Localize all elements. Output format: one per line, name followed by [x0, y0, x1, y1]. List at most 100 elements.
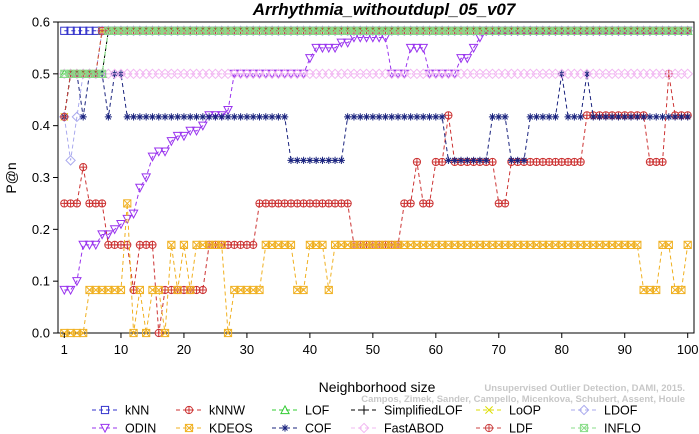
point-cof [640, 113, 648, 121]
x-tick-label: 40 [303, 342, 317, 357]
point-odin [134, 183, 145, 194]
y-tick-label: 0.4 [32, 118, 50, 133]
y-tick-label: 0.2 [32, 222, 50, 237]
legend-label-simplifiedlof: SimplifiedLOF [384, 404, 463, 418]
legend-marker-ldof [578, 404, 590, 416]
point-cof [318, 156, 327, 164]
point-cof [621, 113, 629, 121]
point-knnw [123, 240, 132, 249]
point-odin [122, 214, 133, 225]
point-knnw [500, 199, 510, 208]
x-axis-label: Neighborhood size [319, 379, 436, 395]
point-odin [84, 240, 95, 251]
series-line-inflo [64, 30, 688, 75]
legend-label-ldf: LDF [509, 422, 533, 434]
point-cof [237, 113, 245, 121]
point-odin [147, 152, 158, 162]
point-odin [462, 54, 473, 64]
legend-item-fastabod: FastABOD [351, 422, 444, 434]
point-knn [79, 26, 88, 35]
point-odin [141, 173, 152, 183]
point-cof [495, 113, 503, 121]
point-knnw [97, 199, 107, 208]
legend-label-knnw: kNNW [209, 404, 245, 418]
point-odin [210, 111, 221, 121]
point-cof [413, 113, 421, 121]
legend-marker-loop [485, 406, 493, 414]
point-cof [274, 113, 282, 121]
attribution-line-1: Unsupervised Outlier Detection, DAMI, 20… [484, 383, 685, 394]
point-cof [583, 70, 591, 78]
legend-label-kdeos: KDEOS [209, 422, 253, 434]
point-kdeos [664, 240, 673, 249]
point-cof [658, 113, 667, 121]
point-cof [350, 113, 358, 121]
point-cof [211, 113, 220, 121]
point-odin [223, 106, 233, 116]
point-cof [218, 113, 226, 121]
point-odin [65, 285, 76, 296]
point-cof [174, 113, 182, 121]
point-cof [293, 156, 301, 164]
point-knnw [72, 199, 81, 208]
point-cof [627, 113, 635, 121]
point-cof [375, 113, 383, 121]
point-cof [123, 113, 131, 121]
legend-label-inflo: INFLO [604, 422, 641, 434]
legend-marker-knn [100, 405, 110, 415]
legend-label-cof: COF [305, 422, 332, 434]
point-cof [545, 113, 553, 121]
point-odin [204, 111, 215, 121]
legend-label-lof: LOF [305, 404, 330, 418]
x-tick-label: 100 [677, 342, 699, 357]
legend: kNN kNNW LOF SimplifiedLOF LoOP LDOF ODIN KDEOS… [92, 404, 641, 434]
point-odin [78, 240, 89, 251]
legend-item-simplifiedlof: SimplifiedLOF [351, 404, 463, 418]
point-knnw [658, 157, 667, 167]
legend-marker-kdeos [184, 423, 194, 433]
point-cof [457, 156, 465, 164]
point-kdeos [179, 240, 189, 249]
legend-item-ldf: LDF [476, 422, 533, 434]
point-kdeos [142, 328, 151, 338]
point-knnw [406, 199, 415, 208]
point-cof [652, 113, 660, 121]
point-cof [344, 113, 352, 121]
series-ldof [58, 25, 694, 166]
point-cof [192, 113, 201, 121]
point-inflo [683, 26, 692, 35]
point-cof [306, 156, 314, 164]
point-cof [400, 113, 408, 121]
point-cof [589, 113, 597, 121]
point-cof [129, 113, 138, 121]
x-tick-label: 20 [177, 342, 191, 357]
point-cof [312, 156, 320, 164]
point-ldof [71, 111, 83, 123]
point-cof [482, 156, 490, 164]
point-knnw [576, 157, 585, 167]
point-cof [155, 113, 163, 121]
y-tick-label: 0.1 [32, 274, 50, 289]
point-odin [172, 131, 183, 142]
chart-title: Arrhythmia_withoutdupl_05_v07 [252, 0, 517, 19]
point-cof [325, 156, 333, 164]
point-knnw [198, 285, 207, 295]
legend-marker-lof [280, 404, 290, 415]
point-cof [224, 113, 232, 121]
point-cof [369, 113, 377, 121]
point-fastabod [682, 68, 694, 80]
point-cof [255, 113, 264, 121]
point-cof [281, 113, 289, 121]
point-odin [109, 225, 120, 235]
point-knn [85, 26, 94, 35]
point-cof [633, 113, 641, 121]
point-kdeos [255, 285, 264, 295]
legend-marker-knnw [184, 405, 194, 415]
point-odin [304, 54, 315, 64]
point-kdeos [116, 285, 126, 295]
point-cof [161, 113, 169, 121]
point-kdeos [652, 285, 661, 295]
point-ldof [65, 155, 76, 166]
point-odin [336, 38, 347, 48]
